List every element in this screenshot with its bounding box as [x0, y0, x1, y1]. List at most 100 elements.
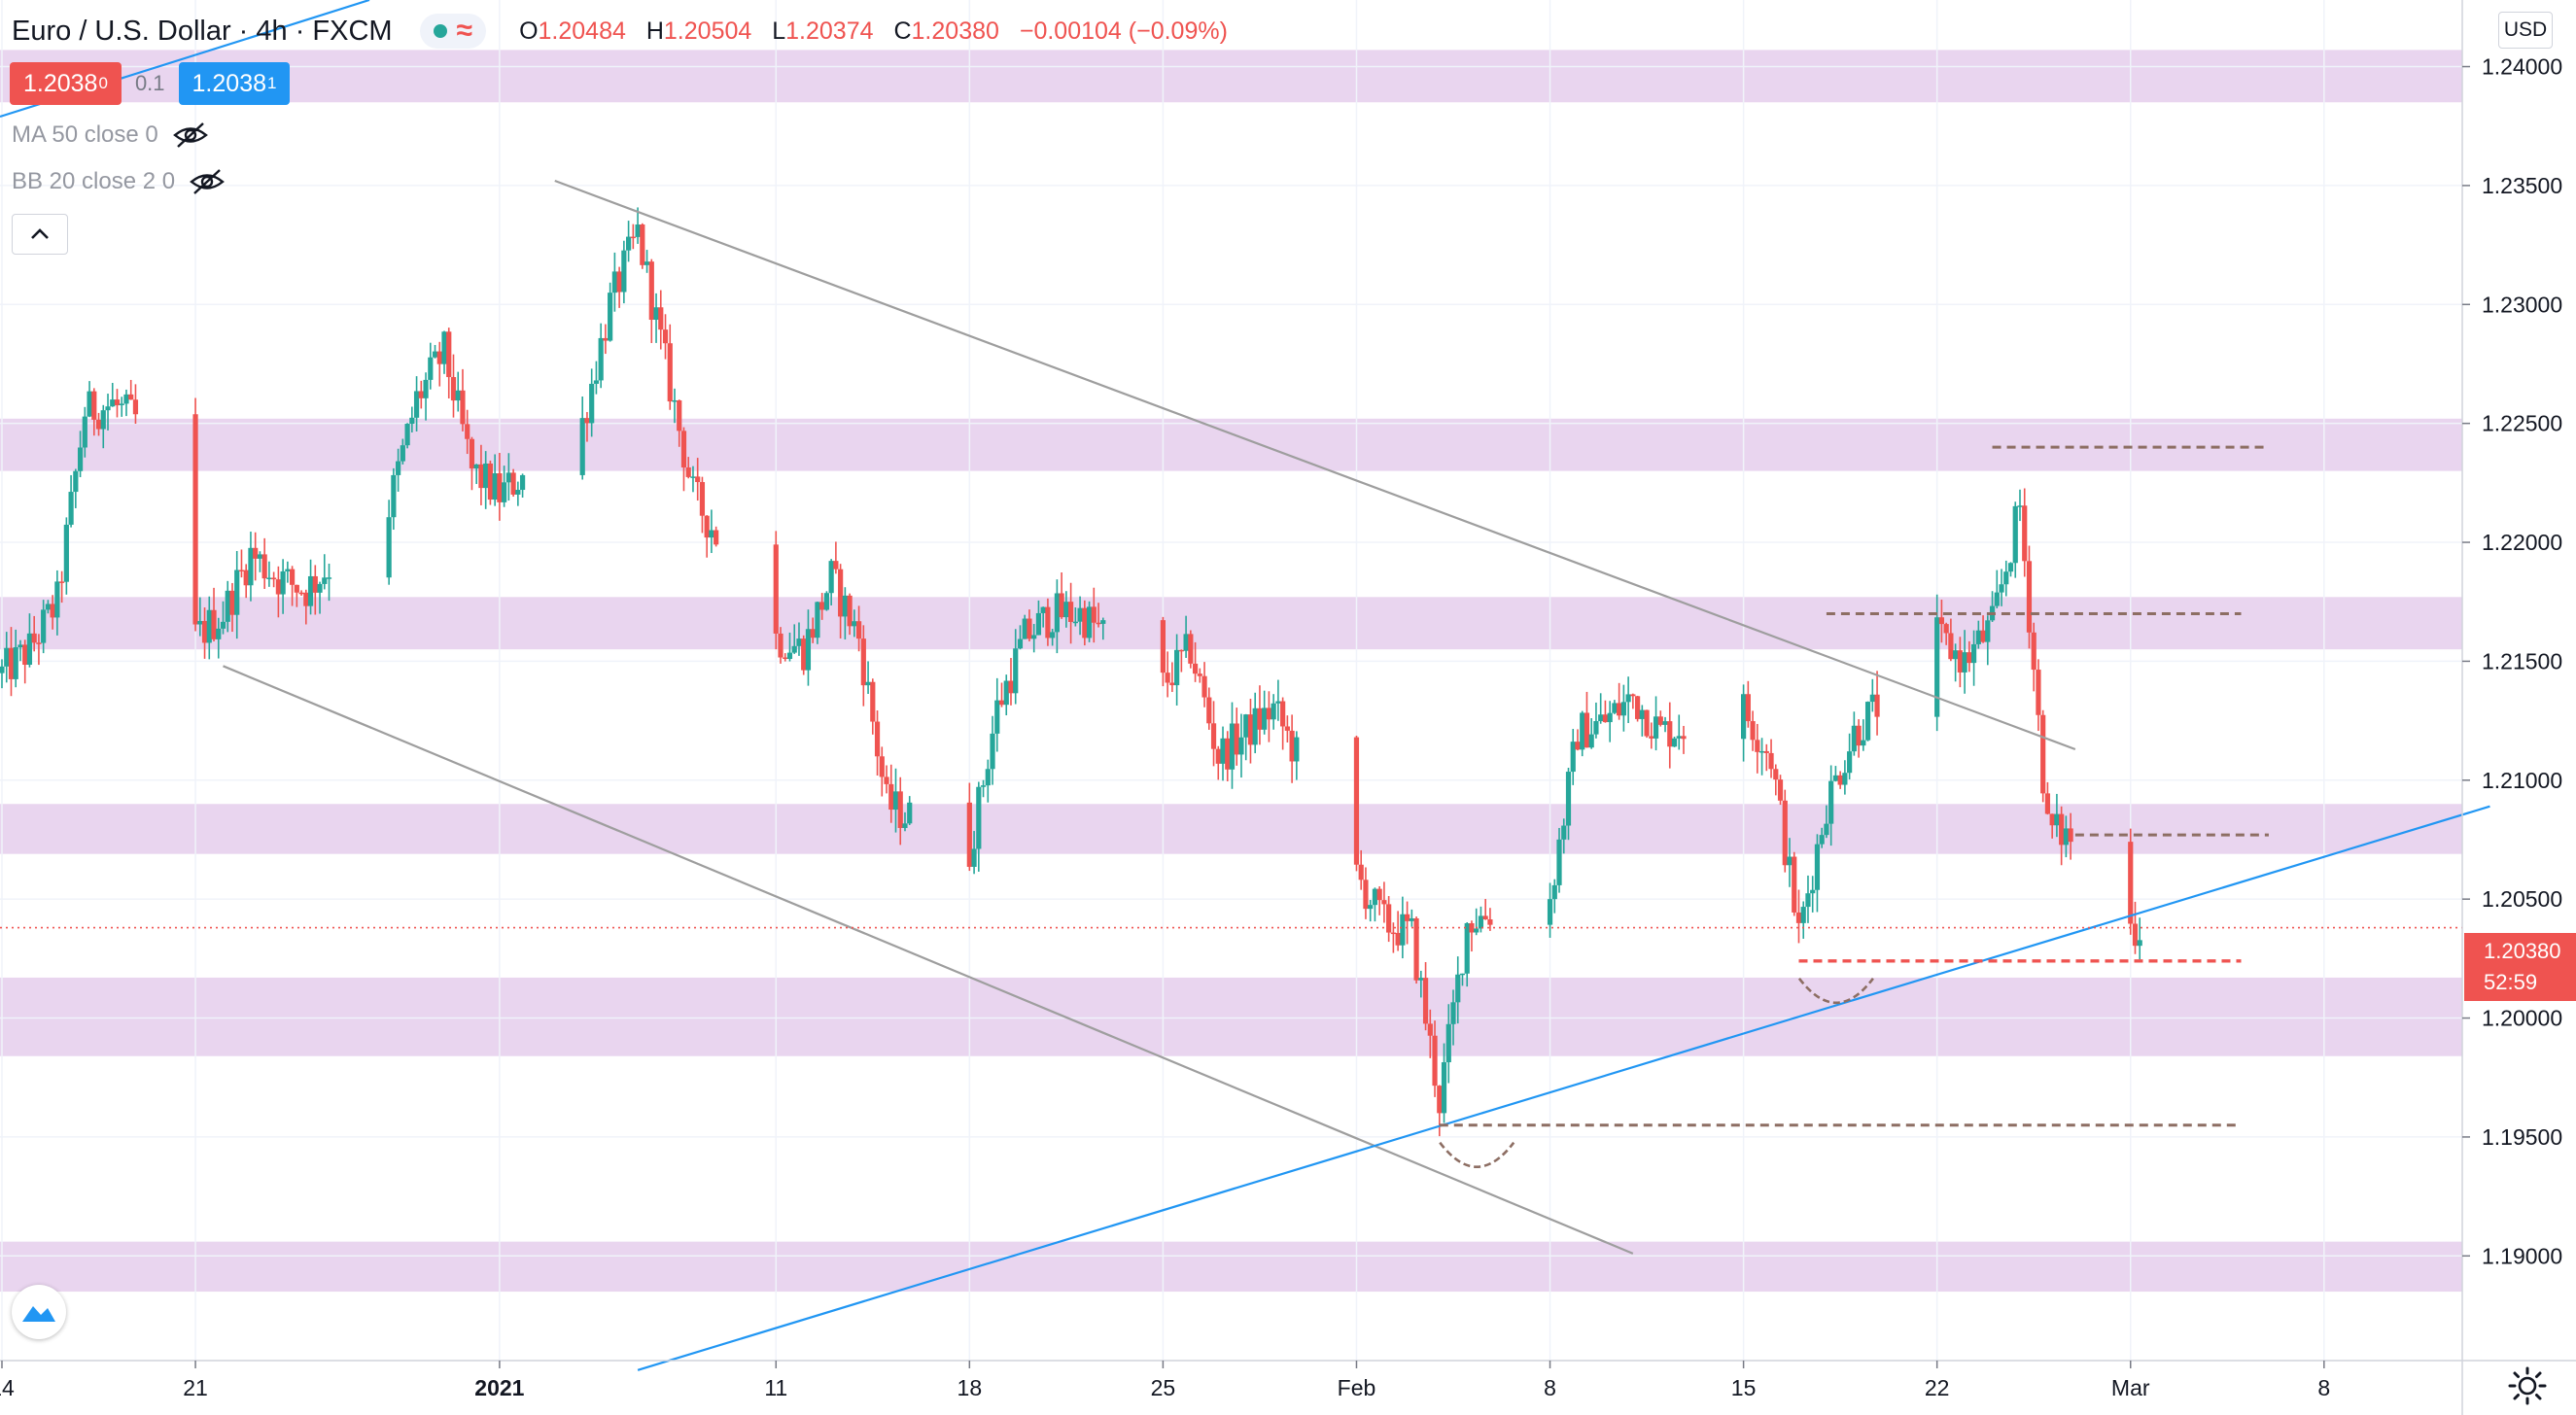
candle-body [838, 569, 844, 617]
candle-body [828, 561, 834, 594]
candle-body [2068, 828, 2073, 843]
eye-crossed-icon[interactable] [189, 167, 226, 196]
price-tick-label: 1.22000 [2482, 530, 2562, 555]
candle-body [211, 609, 217, 639]
candle-body [271, 577, 277, 580]
price-tick-label: 1.19500 [2482, 1124, 2562, 1150]
status-pill[interactable]: ≈ [419, 14, 487, 49]
market-open-icon [433, 24, 447, 38]
price-tick-label: 1.24000 [2482, 54, 2562, 80]
candle-body [465, 424, 470, 439]
candle-body [842, 595, 848, 617]
candle-body [1671, 738, 1678, 747]
candle-body [128, 394, 134, 400]
candle-body [2059, 813, 2065, 846]
candle-body [1970, 643, 1977, 664]
candle-body [1422, 978, 1429, 1024]
candle-body [662, 329, 669, 344]
candle-body [1487, 918, 1493, 925]
gear-icon[interactable] [2506, 1364, 2549, 1407]
indicator-ma[interactable]: MA 50 close 0 [12, 121, 209, 150]
candle-body [50, 604, 55, 618]
chevron-up-icon [31, 228, 49, 239]
candle-body [1842, 773, 1848, 785]
candle-body [59, 581, 65, 583]
candle-body [322, 577, 328, 584]
candle-body [243, 569, 249, 586]
candle-body [695, 476, 701, 483]
close-key: C [893, 17, 912, 45]
candle-body [225, 590, 230, 622]
candle-body [1570, 742, 1576, 773]
time-tick-label: 22 [1925, 1375, 1950, 1400]
drawings-layer [0, 0, 2490, 1371]
candle-body [326, 577, 332, 579]
candle-body [36, 642, 42, 644]
sell-button[interactable]: 1.20380 [10, 62, 122, 105]
price-tick-label: 1.23500 [2482, 173, 2562, 198]
channel-line [554, 179, 2076, 751]
candle-body [985, 769, 991, 786]
symbol-title[interactable]: Euro / U.S. Dollar · 4h · FXCM [12, 15, 393, 47]
candle-body [298, 592, 304, 595]
candle-body [1676, 736, 1682, 739]
buy-sell-panel: 1.20380 0.1 1.20381 [10, 62, 291, 105]
candle-body [1864, 702, 1871, 741]
candle-body [1192, 663, 1199, 674]
candle-body [1810, 889, 1816, 894]
candle-body [1252, 708, 1258, 745]
candle-body [1082, 607, 1088, 638]
candle-body [658, 307, 664, 330]
candle-body [1386, 904, 1392, 933]
time-tick-label: Feb [1338, 1375, 1376, 1400]
candle-body [1805, 893, 1811, 908]
collapse-legend-button[interactable] [12, 214, 68, 255]
candle-body [860, 638, 866, 686]
candle-body [971, 848, 977, 867]
candle-body [1418, 978, 1424, 981]
candle-body [8, 647, 15, 679]
candle-body [1644, 709, 1650, 737]
indicator-bb[interactable]: BB 20 close 2 0 [12, 167, 226, 196]
last-price-value: 1.20380 [2484, 939, 2561, 963]
candle-body [805, 629, 812, 671]
candle-body [413, 391, 420, 418]
candle-body [2003, 571, 2009, 585]
candle-body [68, 492, 74, 525]
candle-body [1847, 751, 1853, 774]
candle-body [709, 530, 714, 538]
bottom-arc [1439, 1141, 1515, 1168]
candle-body [1828, 780, 1834, 824]
tradingview-logo-icon[interactable] [12, 1285, 66, 1339]
candle-body [1745, 694, 1751, 722]
candle-body [1003, 680, 1009, 706]
candle-body [1588, 734, 1594, 748]
candle-body [132, 399, 139, 415]
buy-button[interactable]: 1.20381 [178, 62, 291, 105]
candle-body [1086, 606, 1093, 638]
candle-body [1294, 737, 1300, 762]
candle-body [1593, 720, 1599, 735]
candle-body [1782, 800, 1788, 866]
candle-body [1059, 593, 1064, 618]
candle-body [1008, 680, 1014, 694]
candle-body [1197, 673, 1202, 676]
candle-body [608, 293, 613, 341]
candle-body [206, 609, 212, 643]
candle-body [1358, 864, 1364, 880]
candle-body [119, 403, 124, 405]
high-value: 1.20504 [663, 17, 752, 45]
candle-body [888, 783, 894, 811]
candle-body [598, 337, 604, 381]
candle-body [1994, 592, 2000, 606]
candle-body [1861, 740, 1866, 746]
currency-button[interactable]: USD [2498, 12, 2553, 49]
candle-body [220, 621, 226, 629]
candle-body [1210, 723, 1217, 749]
eye-crossed-icon[interactable] [172, 121, 209, 150]
candle-body [1580, 712, 1585, 750]
buy-price-pipette: 1 [267, 74, 277, 92]
sr-zone [0, 50, 2462, 103]
candle-body [902, 823, 908, 828]
